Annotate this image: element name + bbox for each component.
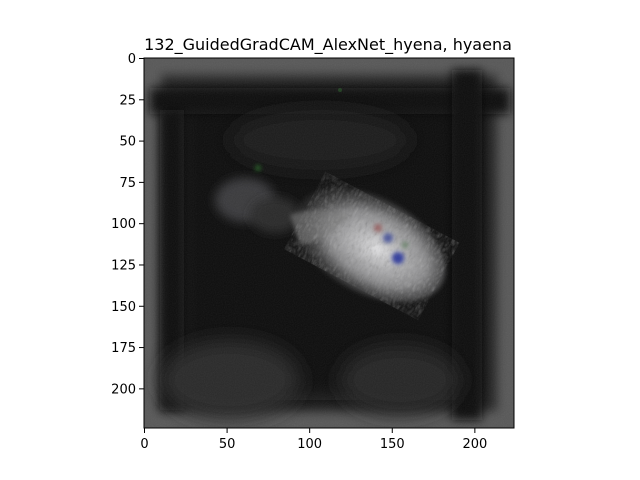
x-tick-label: 200 [462,437,487,452]
x-tick-label: 100 [297,437,322,452]
y-tick-label: 150 [111,300,136,315]
y-tick-label: 125 [111,258,136,273]
y-axis: 0 25 50 75 100 125 150 175 200 [111,52,144,397]
x-tick-label: 0 [140,437,148,452]
figure-title: 132_GuidedGradCAM_AlexNet_hyena, hyaena [144,35,512,55]
y-tick-label: 25 [119,93,136,108]
heatmap-image [144,58,514,428]
y-tick-label: 200 [111,382,136,397]
y-tick-label: 0 [128,52,136,67]
axes-frame [143,57,515,429]
x-tick-label: 50 [219,437,236,452]
y-tick-label: 175 [111,341,136,356]
x-tick-label: 150 [380,437,405,452]
y-tick-label: 100 [111,217,136,232]
x-axis: 0 50 100 150 200 [140,428,487,452]
y-tick-label: 50 [119,135,136,150]
y-tick-label: 75 [119,176,136,191]
